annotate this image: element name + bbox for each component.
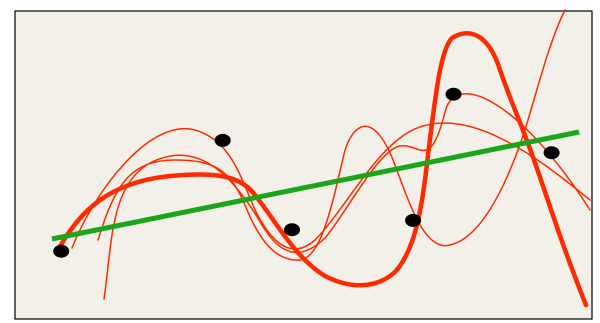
data-point-3: [284, 223, 300, 237]
thin-curve-2: [71, 122, 591, 250]
linear-trend-line: [51, 129, 580, 242]
data-point-4: [405, 213, 422, 227]
thin-curve-3: [97, 9, 566, 261]
data-point-2: [214, 133, 231, 147]
data-points: [53, 87, 560, 258]
data-point-5: [445, 87, 462, 101]
diagram-frame: [14, 10, 593, 320]
data-point-6: [543, 146, 560, 160]
data-point-1: [53, 244, 70, 258]
